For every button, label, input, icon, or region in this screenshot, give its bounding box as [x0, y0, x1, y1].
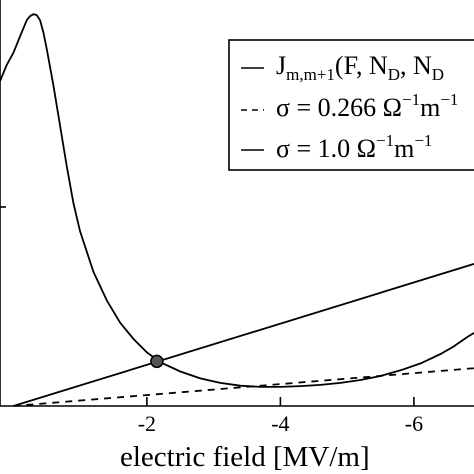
- plot-area: -2 -4 -6: [0, 0, 474, 436]
- x-axis-title: electric field [MV/m]: [120, 441, 370, 473]
- legend-label-3: σ = 1.0 Ω−1m−1: [276, 131, 432, 163]
- legend: Jm,m+1(F, ND, ND σ = 0.266 Ω−1m−1 σ = 1.…: [228, 39, 474, 171]
- legend-entry-2: σ = 0.266 Ω−1m−1: [241, 90, 458, 122]
- series-line-1: [0, 13, 474, 388]
- x-tick-label: -4: [271, 411, 289, 436]
- series-line-2: [13, 367, 474, 407]
- marker-layer: [150, 354, 164, 369]
- legend-entry-3: σ = 1.0 Ω−1m−1: [241, 131, 432, 163]
- legend-label-2: σ = 0.266 Ω−1m−1: [276, 90, 458, 122]
- series-layer: [0, 13, 474, 407]
- x-tick-label: -2: [138, 411, 156, 436]
- legend-label-1: Jm,m+1(F, ND, ND: [276, 51, 444, 84]
- intersection-marker: [150, 354, 164, 369]
- legend-entry-1: Jm,m+1(F, ND, ND: [241, 51, 444, 84]
- x-tick-label: -6: [405, 411, 423, 436]
- series-line-3: [13, 263, 474, 407]
- x-ticks: -2 -4 -6: [138, 397, 423, 436]
- legend-box: [228, 39, 474, 171]
